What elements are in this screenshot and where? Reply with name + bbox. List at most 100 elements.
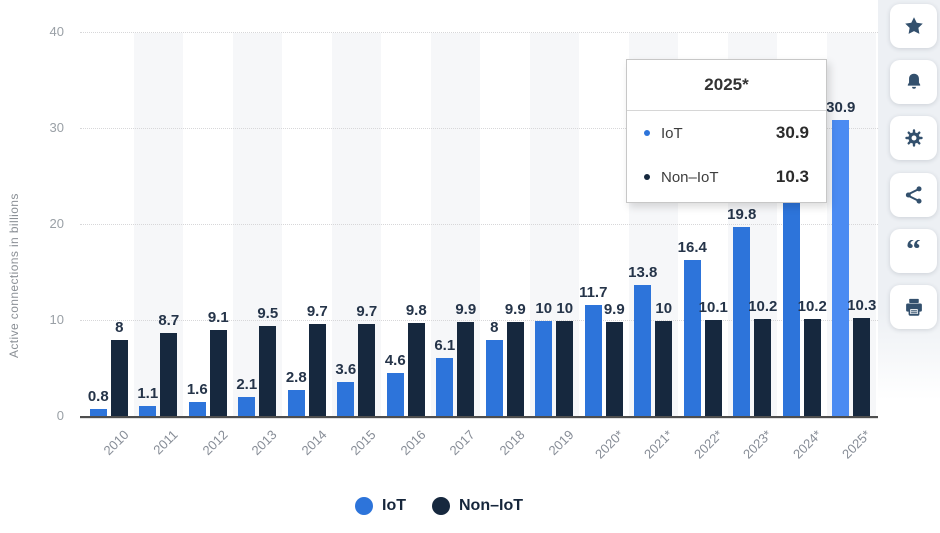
tooltip-row-value: 10.3 (775, 167, 809, 186)
bar-non-iot-2021*[interactable] (655, 321, 673, 417)
tooltip-row-non-iot: Non–IoT 10.3 (627, 155, 826, 199)
favorite-button[interactable] (890, 4, 937, 48)
non-iot-legend-dot-icon (432, 497, 450, 515)
bar-value-label: 16.4 (677, 238, 707, 256)
y-tick-label: 20 (49, 216, 64, 231)
bar-non-iot-2018[interactable] (506, 321, 524, 417)
bar-value-label: 8 (115, 319, 124, 337)
bar-value-label: 9.9 (504, 300, 526, 318)
bar-value-label: 3.6 (335, 361, 357, 379)
bar-non-iot-2025*[interactable] (853, 318, 871, 417)
bar-iot-2022*[interactable] (683, 259, 701, 417)
printer-icon (905, 298, 922, 316)
bar-non-iot-2020*[interactable] (605, 321, 623, 417)
y-tick-label: 30 (49, 120, 64, 135)
tooltip-row-value: 30.9 (775, 123, 809, 142)
bar-iot-2020*[interactable] (584, 304, 602, 417)
bar-non-iot-2016[interactable] (407, 322, 425, 417)
bar-value-label: 8.7 (158, 312, 180, 330)
bar-value-label: 1.1 (137, 385, 159, 403)
bar-value-label: 9.7 (356, 302, 378, 320)
x-tick-label: 2017 (446, 427, 478, 459)
bar-value-label: 2.1 (236, 375, 258, 393)
bar-value-label: 9.9 (455, 300, 477, 318)
tooltip-title: 2025* (627, 60, 826, 111)
gear-icon (904, 129, 923, 147)
bar-non-iot-2023*[interactable] (754, 319, 772, 417)
share-button[interactable] (890, 173, 937, 217)
bell-icon (907, 73, 920, 89)
non-iot-marker-icon (644, 174, 650, 180)
x-tick-label: 2013 (248, 427, 280, 459)
bar-value-label: 19.8 (727, 205, 757, 223)
bar-non-iot-2011[interactable] (160, 333, 178, 417)
bar-value-label: 10.3 (847, 297, 877, 315)
bar-value-label: 9.9 (603, 300, 625, 318)
y-tick-label: 0 (56, 408, 64, 423)
bar-value-label: 10.2 (748, 298, 778, 316)
legend-item-iot[interactable]: IoT (355, 497, 406, 515)
x-tick-label: 2016 (397, 427, 429, 459)
bar-iot-2017[interactable] (436, 358, 454, 417)
x-tick-label: 2021* (641, 427, 676, 462)
share-icon (905, 186, 922, 204)
x-tick-label: 2019 (545, 427, 577, 459)
x-tick-label: 2015 (347, 427, 379, 459)
bar-iot-2011[interactable] (139, 406, 157, 417)
alerts-button[interactable] (890, 60, 937, 104)
bar-iot-2012[interactable] (188, 401, 206, 417)
bar-iot-2010[interactable] (89, 409, 107, 417)
star-icon (904, 17, 923, 34)
action-sidebar: “ (878, 0, 940, 400)
bar-iot-2014[interactable] (287, 390, 305, 417)
bar-iot-2015[interactable] (337, 382, 355, 417)
legend-item-non-iot[interactable]: Non–IoT (432, 497, 523, 515)
x-tick-label: 2022* (690, 427, 726, 462)
grid-line (80, 128, 878, 129)
bar-non-iot-2019[interactable] (556, 321, 574, 417)
bar-iot-2025*[interactable] (832, 120, 850, 417)
legend-label: Non–IoT (459, 497, 523, 514)
bar-non-iot-2010[interactable] (110, 340, 128, 417)
quote-icon: “ (906, 240, 921, 262)
x-tick-label: 2025* (839, 427, 874, 462)
bar-non-iot-2022*[interactable] (704, 320, 722, 417)
bar-value-label: 9.5 (257, 304, 279, 322)
cite-button[interactable]: “ (890, 229, 937, 273)
bar-value-label: 13.8 (628, 263, 658, 281)
bar-value-label: 2.8 (285, 369, 307, 387)
bar-non-iot-2017[interactable] (457, 321, 475, 417)
bar-iot-2018[interactable] (485, 340, 503, 417)
tooltip-row-label: IoT (661, 124, 683, 142)
settings-button[interactable] (890, 116, 937, 160)
bar-value-label: 9.7 (306, 302, 328, 320)
bar-iot-2019[interactable] (535, 321, 553, 417)
bar-value-label: 10.2 (797, 298, 827, 316)
bar-value-label: 10 (535, 300, 553, 317)
bar-iot-2021*[interactable] (634, 284, 652, 417)
grid-line (80, 224, 878, 225)
iot-marker-icon (644, 130, 650, 136)
x-tick-label: 2024* (789, 427, 825, 462)
legend-label: IoT (382, 497, 406, 514)
bar-non-iot-2012[interactable] (209, 329, 227, 417)
bar-iot-2023*[interactable] (733, 226, 751, 417)
bar-iot-2013[interactable] (238, 396, 256, 417)
x-tick-label: 2018 (496, 427, 528, 459)
legend: IoT Non–IoT (0, 497, 878, 515)
bar-iot-2024*[interactable] (782, 182, 800, 417)
bar-iot-2016[interactable] (386, 372, 404, 417)
tooltip-row-label: Non–IoT (661, 168, 719, 186)
bar-non-iot-2015[interactable] (358, 323, 376, 417)
bar-value-label: 10.1 (698, 299, 728, 317)
bar-non-iot-2024*[interactable] (803, 319, 821, 417)
x-tick-label: 2020* (591, 427, 627, 462)
bar-value-label: 1.6 (186, 380, 208, 398)
y-tick-label: 40 (49, 24, 64, 39)
bar-value-label: 4.6 (384, 351, 406, 369)
bar-non-iot-2013[interactable] (259, 325, 277, 417)
bar-non-iot-2014[interactable] (308, 323, 326, 417)
x-tick-label: 2023* (740, 427, 775, 462)
tooltip-row-iot: IoT 30.9 (627, 111, 826, 155)
print-button[interactable] (890, 285, 937, 329)
